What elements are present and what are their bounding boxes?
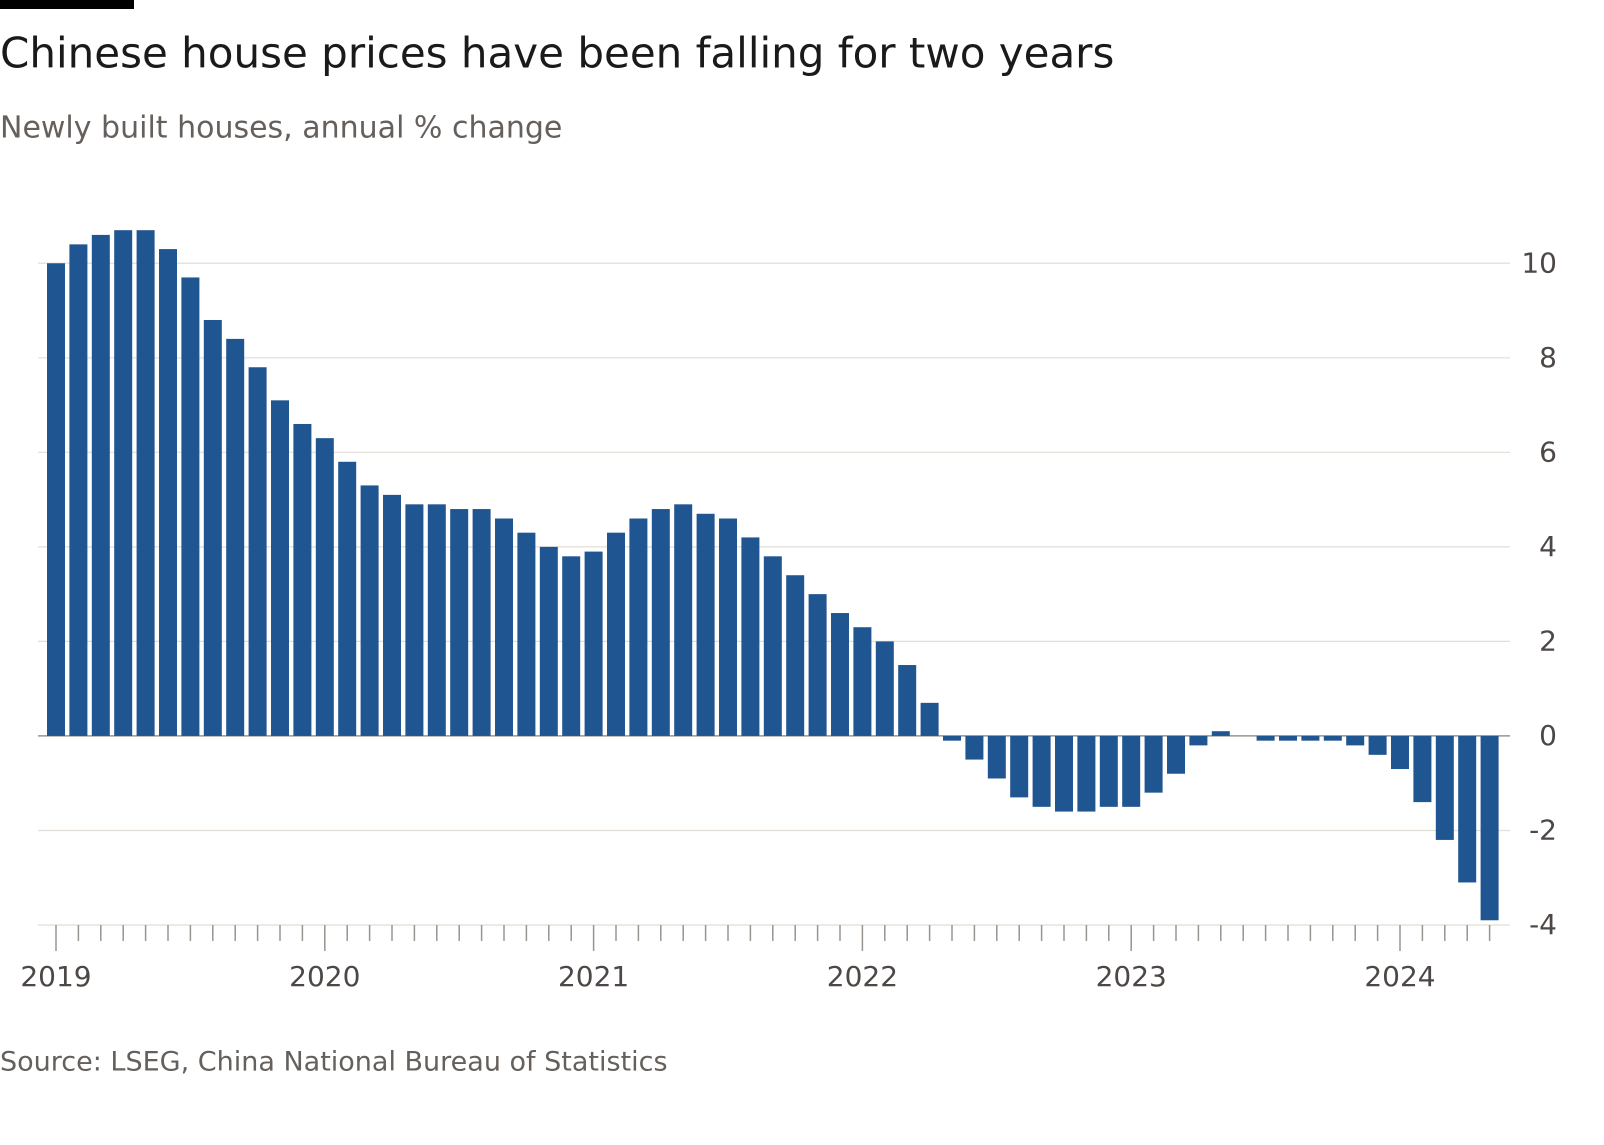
- bar: [763, 556, 782, 736]
- bar: [472, 509, 491, 736]
- bar: [1211, 731, 1230, 736]
- bar: [1077, 735, 1096, 812]
- bar: [965, 735, 984, 760]
- bar: [696, 513, 715, 736]
- bar: [1346, 735, 1365, 746]
- bar: [69, 244, 88, 736]
- bar: [808, 594, 827, 736]
- bar: [562, 556, 581, 736]
- y-tick-label: 0: [1539, 719, 1557, 752]
- x-tick-label: 2020: [289, 960, 360, 993]
- bar: [584, 551, 603, 736]
- bar: [1256, 735, 1275, 741]
- source-note: Source: LSEG, China National Bureau of S…: [0, 1047, 668, 1078]
- bar: [1435, 735, 1454, 840]
- bar: [517, 532, 536, 736]
- y-tick-label: -4: [1529, 908, 1557, 941]
- bar: [741, 537, 760, 736]
- bar: [405, 504, 424, 736]
- bar: [1279, 735, 1297, 741]
- bar: [248, 367, 267, 736]
- bar: [1010, 735, 1029, 798]
- bar: [651, 509, 670, 736]
- bar: [719, 518, 737, 736]
- x-tick-label: 2019: [20, 960, 91, 993]
- bar: [91, 234, 110, 736]
- chart-title: Chinese house prices have been falling f…: [0, 29, 1114, 78]
- bar: [360, 485, 379, 736]
- bar: [1413, 735, 1432, 803]
- bar: [1368, 735, 1387, 755]
- brand-bar: [0, 0, 134, 9]
- bar: [853, 627, 872, 736]
- x-tick-label: 2024: [1364, 960, 1435, 993]
- bar: [427, 504, 446, 736]
- bar: [1055, 735, 1073, 812]
- bar: [875, 641, 894, 736]
- bar: [203, 319, 222, 736]
- bar: [181, 277, 200, 736]
- bar: [1480, 735, 1499, 921]
- x-tick-label: 2021: [558, 960, 629, 993]
- bar: [920, 702, 939, 736]
- bar: [1099, 735, 1118, 807]
- bar: [136, 230, 155, 736]
- bar: [114, 230, 133, 736]
- y-tick-label: 8: [1539, 341, 1557, 374]
- bar: [226, 338, 245, 736]
- bar: [539, 546, 558, 736]
- bar: [1122, 735, 1141, 807]
- bar: [674, 504, 693, 736]
- y-tick-label: 2: [1539, 624, 1557, 657]
- bar: [1323, 735, 1342, 741]
- bar: [293, 423, 312, 736]
- bar: [1189, 735, 1208, 746]
- bar: [1301, 735, 1320, 741]
- bar: [338, 461, 357, 736]
- bar: [1167, 735, 1185, 774]
- bar: [1144, 735, 1163, 793]
- bar: [1032, 735, 1051, 807]
- y-tick-label: -2: [1529, 813, 1557, 846]
- bar: [1458, 735, 1477, 883]
- bar: [898, 665, 917, 736]
- bar: [315, 438, 334, 736]
- y-tick-label: 10: [1521, 246, 1557, 279]
- chart-subtitle: Newly built houses, annual % change: [0, 111, 562, 146]
- bar: [47, 263, 65, 736]
- bar: [629, 518, 648, 736]
- bar: [495, 518, 513, 736]
- bar: [831, 613, 849, 736]
- bar: [271, 400, 289, 736]
- bar: [943, 735, 961, 741]
- x-tick-label: 2022: [827, 960, 898, 993]
- x-tick-label: 2023: [1096, 960, 1167, 993]
- y-tick-label: 6: [1539, 435, 1557, 468]
- bar: [607, 532, 625, 736]
- bar: [383, 494, 401, 736]
- bar: [786, 575, 805, 736]
- y-tick-label: 4: [1539, 530, 1557, 563]
- bar: [450, 509, 469, 736]
- bar: [1391, 735, 1409, 770]
- bar: [159, 249, 177, 736]
- bar: [987, 735, 1006, 779]
